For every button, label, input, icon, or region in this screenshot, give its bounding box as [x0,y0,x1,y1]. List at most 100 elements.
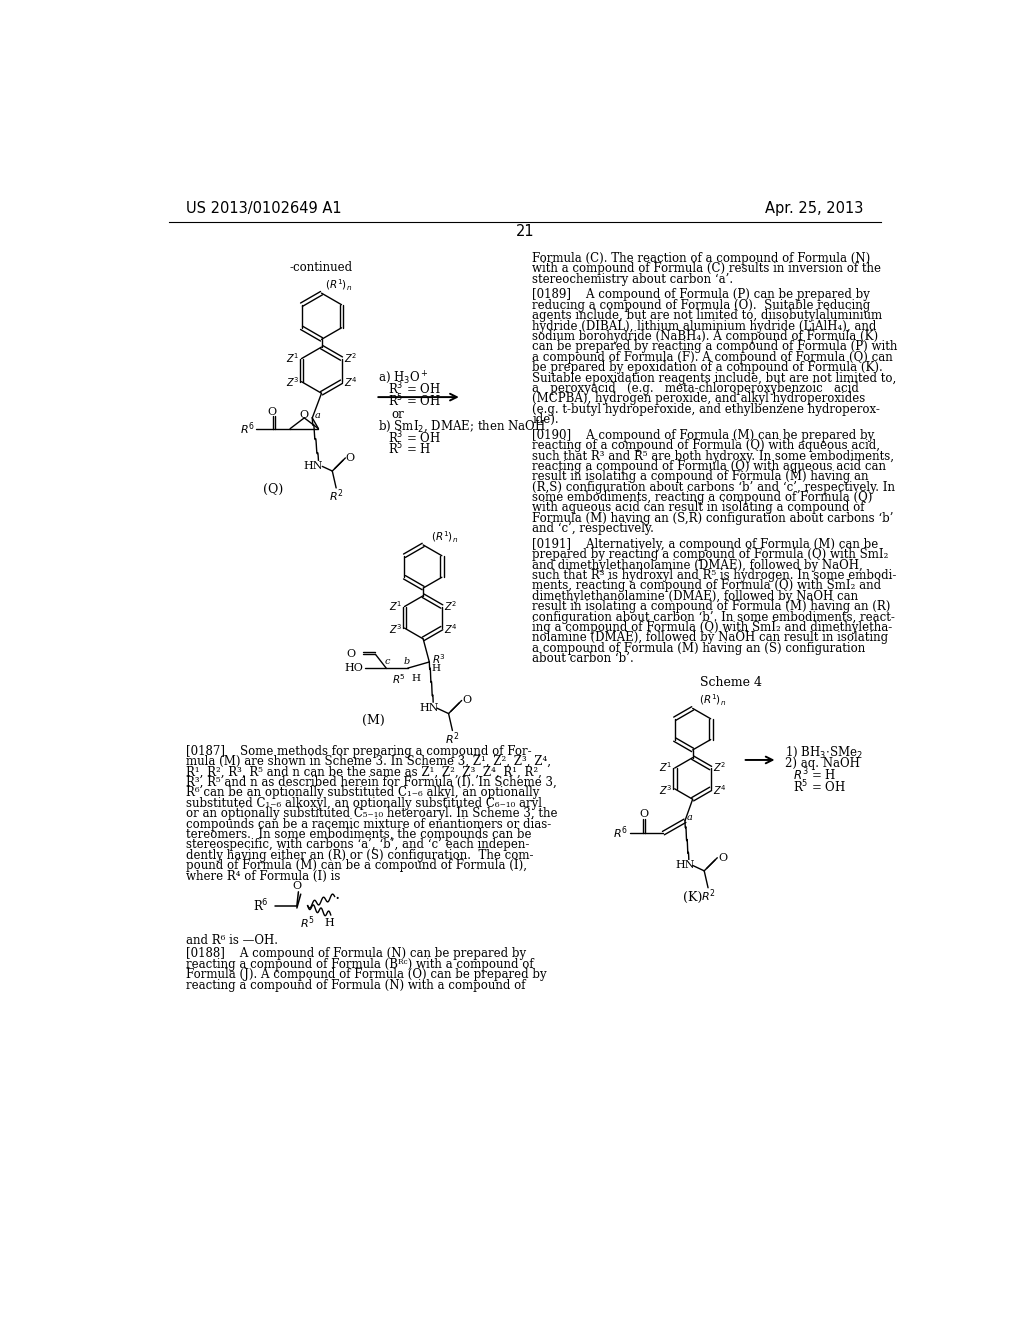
Text: $Z^2$: $Z^2$ [344,351,357,364]
Text: R$^5$ = OH: R$^5$ = OH [793,779,846,795]
Text: tereomers.  In some embodiments, the compounds can be: tereomers. In some embodiments, the comp… [186,828,531,841]
Text: $R^2$: $R^2$ [700,887,716,904]
Text: O: O [345,453,354,463]
Text: such that R³ is hydroxyl and R⁵ is hydrogen. In some embodi-: such that R³ is hydroxyl and R⁵ is hydro… [532,569,897,582]
Text: with aqueous acid can result in isolating a compound of: with aqueous acid can result in isolatin… [532,502,865,515]
Text: $Z^4$: $Z^4$ [344,376,357,389]
Text: R⁶ can be an optionally substituted C₁₋₆ alkyl, an optionally: R⁶ can be an optionally substituted C₁₋₆… [186,787,540,800]
Text: HN: HN [675,861,694,870]
Text: stereochemistry about carbon ‘a’.: stereochemistry about carbon ‘a’. [532,273,733,286]
Text: (K): (K) [683,891,702,904]
Text: dently having either an (R) or (S) configuration.  The com-: dently having either an (R) or (S) confi… [186,849,534,862]
Text: b: b [403,657,410,667]
Text: $(R^1)_n$: $(R^1)_n$ [698,693,726,709]
Text: H: H [432,664,440,673]
Text: configuration about carbon ‘b’. In some embodiments, react-: configuration about carbon ‘b’. In some … [532,611,895,623]
Text: ing a compound of Formula (Q) with SmI₂ and dimethyletha-: ing a compound of Formula (Q) with SmI₂ … [532,620,893,634]
Text: can be prepared by reacting a compound of Formula (P) with: can be prepared by reacting a compound o… [532,341,898,354]
Text: stereospecific, with carbons ‘a’, ‘b’, and ‘c’ each indepen-: stereospecific, with carbons ‘a’, ‘b’, a… [186,838,529,851]
Text: b) SmI$_2$, DMAE; then NaOH: b) SmI$_2$, DMAE; then NaOH [379,418,547,434]
Text: reacting of a compound of Formula (Q) with aqueous acid,: reacting of a compound of Formula (Q) wi… [532,440,881,453]
Text: R$^3$ = OH: R$^3$ = OH [388,381,441,397]
Text: (R,S) configuration about carbons ‘b’ and ‘c’, respectively. In: (R,S) configuration about carbons ‘b’ an… [532,480,896,494]
Text: 1) BH$_3$$\cdot$SMe$_2$: 1) BH$_3$$\cdot$SMe$_2$ [785,744,863,760]
Text: and ‘c’, respectively.: and ‘c’, respectively. [532,523,654,536]
Text: about carbon ‘b’.: about carbon ‘b’. [532,652,634,665]
Text: (e.g. t-butyl hydroperoxide, and ethylbenzene hydroperox-: (e.g. t-butyl hydroperoxide, and ethylbe… [532,403,881,416]
Text: and dimethylethanolamine (DMAE), followed by NaOH,: and dimethylethanolamine (DMAE), followe… [532,558,863,572]
Text: [0189]    A compound of Formula (P) can be prepared by: [0189] A compound of Formula (P) can be … [532,288,870,301]
Text: agents include, but are not limited to, diisobutylaluminium: agents include, but are not limited to, … [532,309,883,322]
Text: Formula (J). A compound of Formula (O) can be prepared by: Formula (J). A compound of Formula (O) c… [186,968,547,981]
Text: O: O [268,407,276,417]
Text: a) H$_3$O$^+$: a) H$_3$O$^+$ [379,370,429,387]
Text: mula (M) are shown in Scheme 3. In Scheme 3, Z¹, Z², Z³, Z⁴,: mula (M) are shown in Scheme 3. In Schem… [186,755,551,768]
Text: prepared by reacting a compound of Formula (Q) with SmI₂: prepared by reacting a compound of Formu… [532,548,889,561]
Text: Formula (C). The reaction of a compound of Formula (N): Formula (C). The reaction of a compound … [532,252,870,265]
Text: compounds can be a racemic mixture of enantiomers or dias-: compounds can be a racemic mixture of en… [186,817,551,830]
Text: US 2013/0102649 A1: US 2013/0102649 A1 [186,201,342,216]
Text: Suitable epoxidation reagents include, but are not limited to,: Suitable epoxidation reagents include, b… [532,371,897,384]
Text: $(R^1)_n$: $(R^1)_n$ [326,277,352,293]
Text: nolamine (DMAE), followed by NaOH can result in isolating: nolamine (DMAE), followed by NaOH can re… [532,631,889,644]
Text: O: O [640,809,649,818]
Text: c: c [385,657,390,667]
Text: [0188]    A compound of Formula (N) can be prepared by: [0188] A compound of Formula (N) can be … [186,948,526,961]
Text: H: H [412,675,421,684]
Text: $R^3$ = H: $R^3$ = H [793,767,837,784]
Text: with a compound of Formula (C) results in inversion of the: with a compound of Formula (C) results i… [532,263,882,276]
Text: reacting a compound of Formula (N) with a compound of: reacting a compound of Formula (N) with … [186,978,525,991]
Text: [0190]    A compound of Formula (M) can be prepared by: [0190] A compound of Formula (M) can be … [532,429,874,442]
Text: R³, R⁵ and n as described herein for Formula (I). In Scheme 3,: R³, R⁵ and n as described herein for For… [186,776,557,789]
Text: Apr. 25, 2013: Apr. 25, 2013 [765,201,863,216]
Text: and R⁶ is —OH.: and R⁶ is —OH. [186,933,278,946]
Text: H: H [325,917,335,928]
Text: $R^6$: $R^6$ [240,420,255,437]
Text: R$^3$ = OH: R$^3$ = OH [388,429,441,446]
Text: or: or [391,408,404,421]
Text: $R^3$: $R^3$ [432,652,445,665]
Text: Scheme 4: Scheme 4 [700,676,762,689]
Text: HN: HN [303,462,323,471]
Text: HO: HO [344,663,364,673]
Text: $Z^4$: $Z^4$ [444,622,458,636]
Text: $Z^3$: $Z^3$ [658,783,673,796]
Text: $(R^1)_n$: $(R^1)_n$ [431,529,458,545]
Text: dimethylethanolamine (DMAE), followed by NaOH can: dimethylethanolamine (DMAE), followed by… [532,590,859,603]
Text: substituted C₁₋₆ alkoxyl, an optionally substituted C₆₋₁₀ aryl: substituted C₁₋₆ alkoxyl, an optionally … [186,797,542,809]
Text: O: O [346,648,355,659]
Text: result in isolating a compound of Formula (M) having an: result in isolating a compound of Formul… [532,470,869,483]
Text: be prepared by epoxidation of a compound of Formula (K).: be prepared by epoxidation of a compound… [532,362,884,374]
Text: O: O [299,409,308,420]
Text: $R^2$: $R^2$ [445,730,460,747]
Text: reacting a compound of Formula (Bᴿᶜ) with a compound of: reacting a compound of Formula (Bᴿᶜ) wit… [186,958,534,970]
Text: a: a [686,813,692,822]
Text: a   peroxyacid   (e.g.   meta-chloroperoxybenzoic   acid: a peroxyacid (e.g. meta-chloroperoxybenz… [532,381,859,395]
Text: (Q): (Q) [263,483,284,496]
Text: $R^5$: $R^5$ [300,915,314,931]
Text: or an optionally substituted C₅₋₁₀ heteroaryl. In Scheme 3, the: or an optionally substituted C₅₋₁₀ heter… [186,807,557,820]
Text: where R⁴ of Formula (I) is: where R⁴ of Formula (I) is [186,870,340,883]
Text: R$^6$: R$^6$ [254,898,269,913]
Text: .: . [335,886,340,903]
Text: ments, reacting a compound of Formula (Q) with SmI₂ and: ments, reacting a compound of Formula (Q… [532,579,882,593]
Text: (MCPBA), hydrogen peroxide, and alkyl hydroperoxides: (MCPBA), hydrogen peroxide, and alkyl hy… [532,392,865,405]
Text: [0187]    Some methods for preparing a compound of For-: [0187] Some methods for preparing a comp… [186,744,531,758]
Text: O: O [718,853,727,863]
Text: O: O [292,880,301,891]
Text: a: a [314,411,321,420]
Text: sodium borohydride (NaBH₄). A compound of Formula (K): sodium borohydride (NaBH₄). A compound o… [532,330,879,343]
Text: pound of Formula (M) can be a compound of Formula (I),: pound of Formula (M) can be a compound o… [186,859,527,873]
Text: hydride (DIBAL), lithium aluminium hydride (LiAlH₄), and: hydride (DIBAL), lithium aluminium hydri… [532,319,877,333]
Text: $Z^1$: $Z^1$ [286,351,299,364]
Text: [0191]    Alternatively, a compound of Formula (M) can be: [0191] Alternatively, a compound of Form… [532,537,879,550]
Text: such that R³ and R⁵ are both hydroxy. In some embodiments,: such that R³ and R⁵ are both hydroxy. In… [532,450,895,462]
Text: a compound of Formula (M) having an (S) configuration: a compound of Formula (M) having an (S) … [532,642,865,655]
Text: $R^2$: $R^2$ [329,487,343,504]
Text: R¹, R², R³, R⁵ and n can be the same as Z¹, Z², Z³, Z⁴, R¹, R²,: R¹, R², R³, R⁵ and n can be the same as … [186,766,542,779]
Text: Formula (M) having an (S,R) configuration about carbons ‘b’: Formula (M) having an (S,R) configuratio… [532,512,894,525]
Text: $Z^3$: $Z^3$ [389,622,402,636]
Text: O: O [463,696,472,705]
Text: a compound of Formula (F). A compound of Formula (Q) can: a compound of Formula (F). A compound of… [532,351,893,364]
Text: $Z^2$: $Z^2$ [713,760,726,774]
